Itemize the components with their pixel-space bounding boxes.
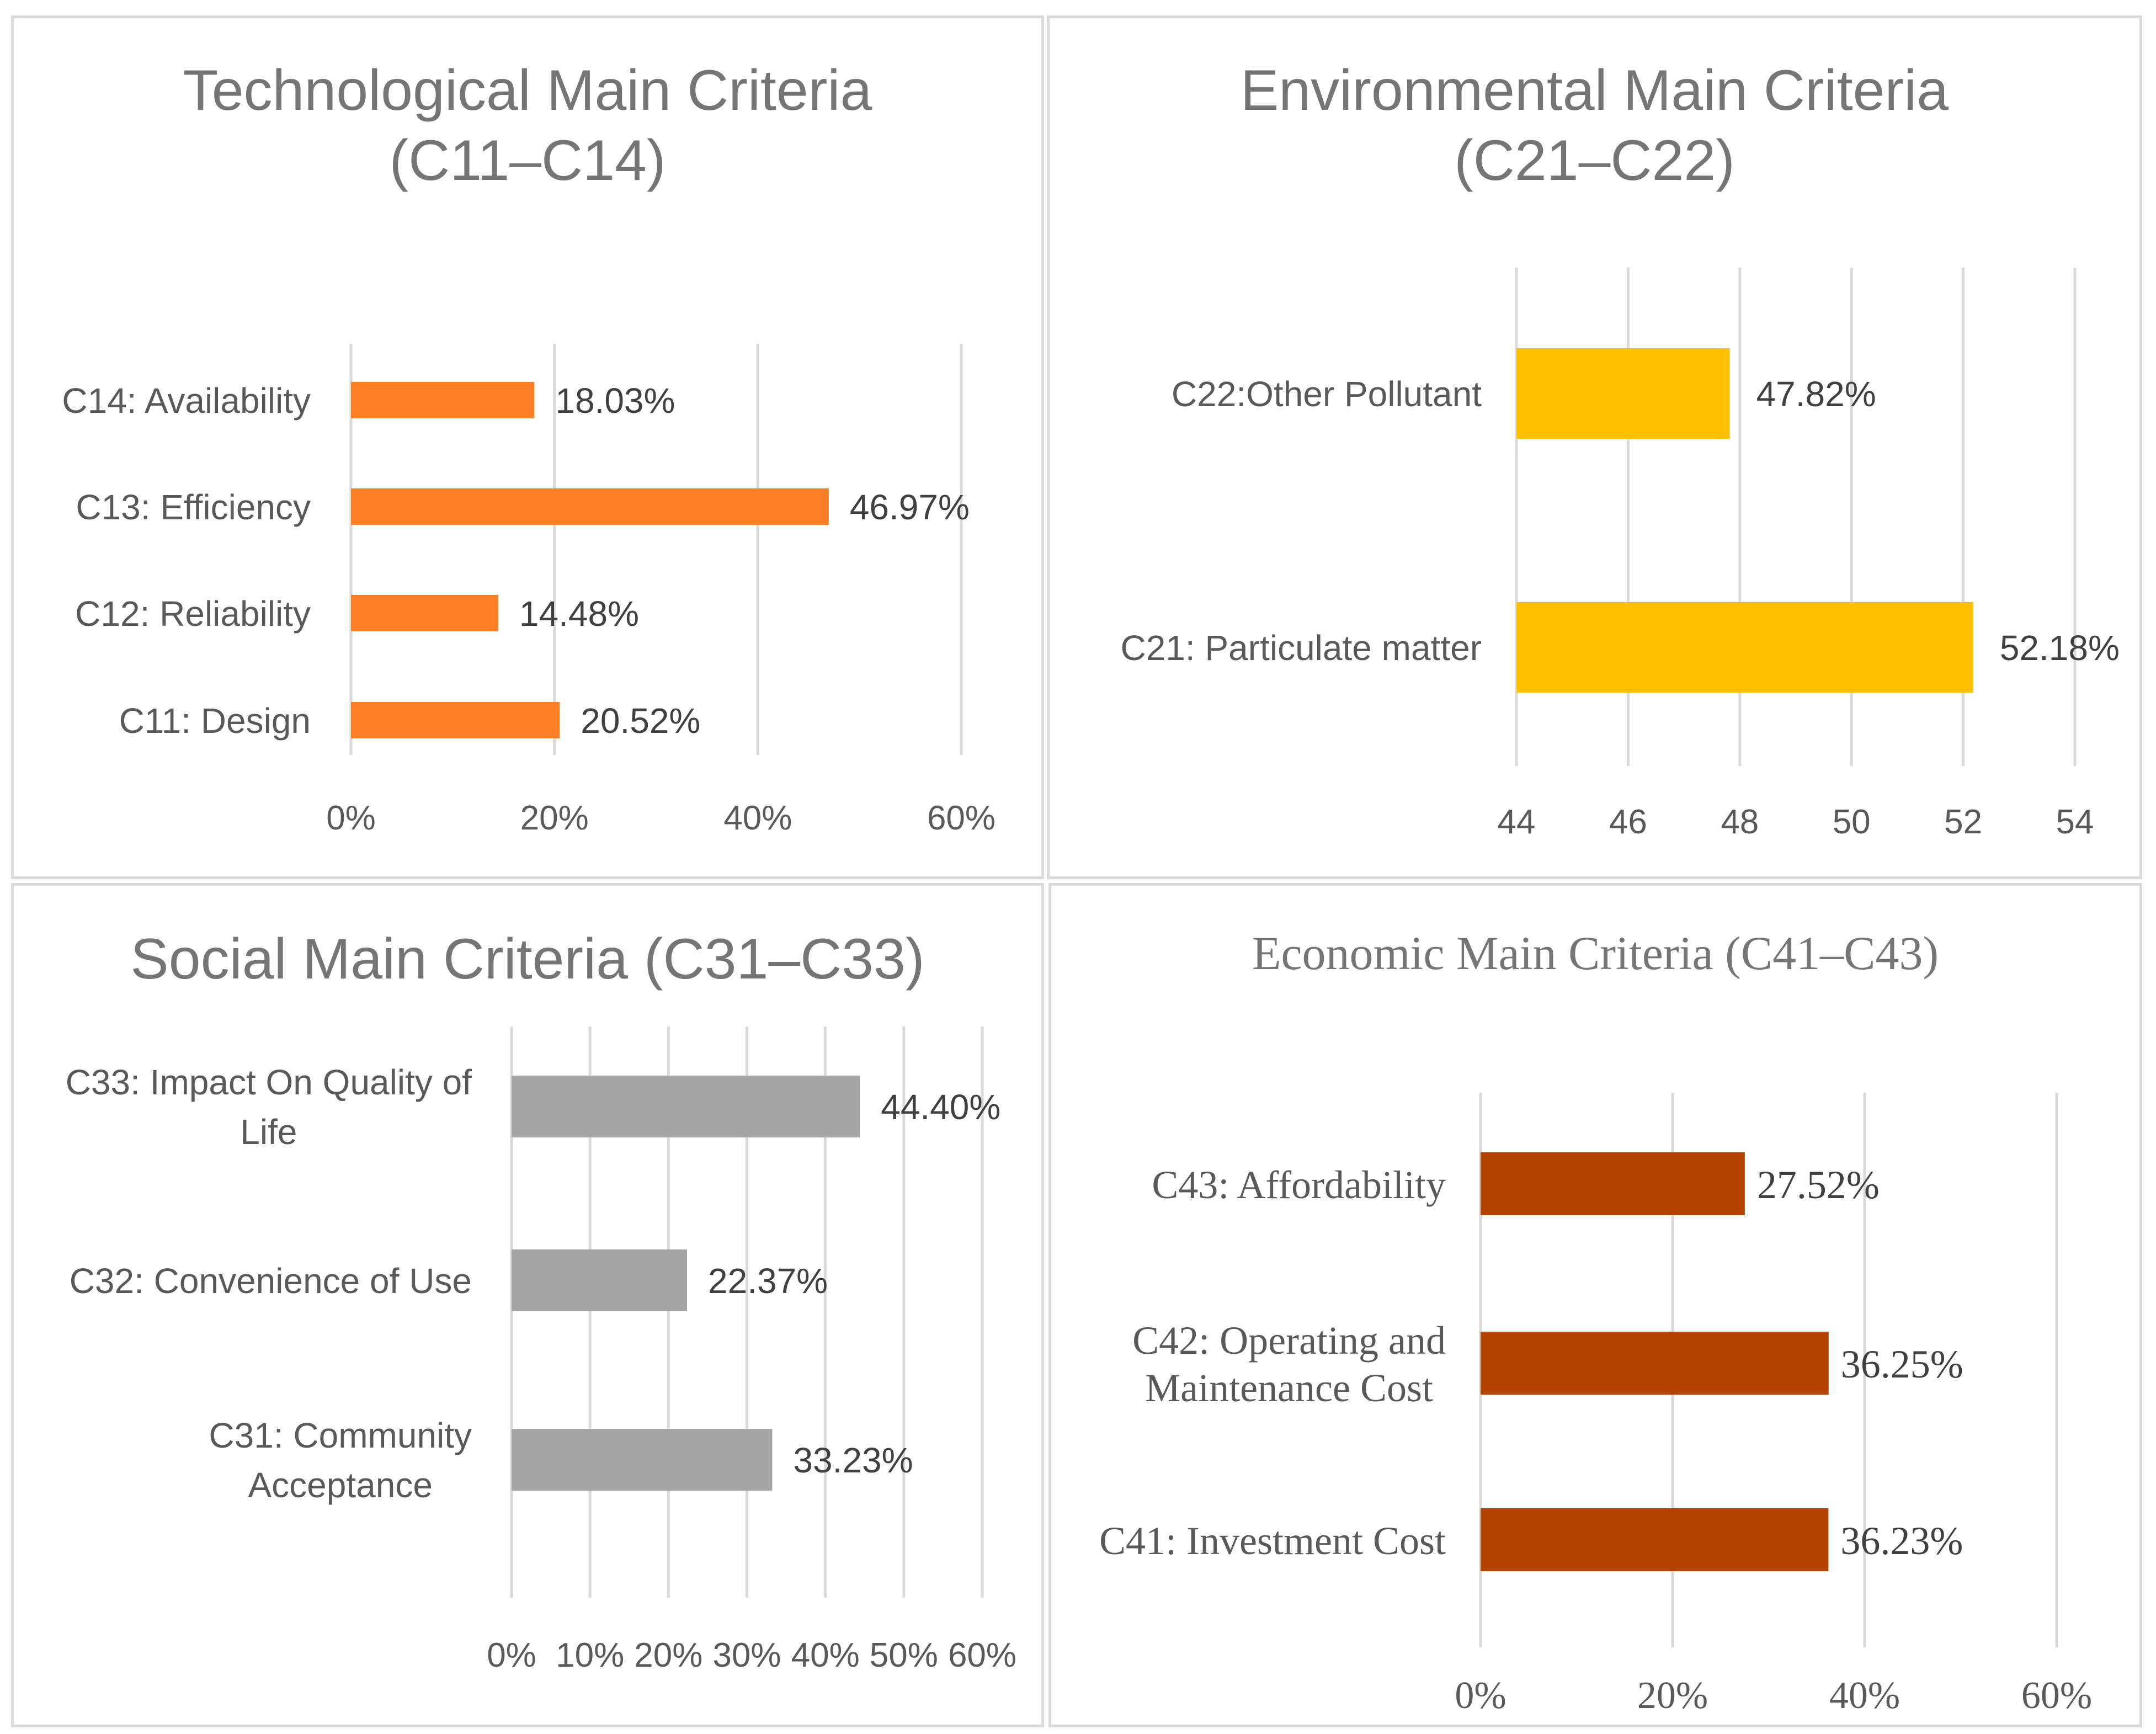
x-tick-label: 40% xyxy=(723,799,792,837)
x-tick-label: 44 xyxy=(1498,803,1536,841)
bar xyxy=(1516,602,1973,693)
data-label: 20.52% xyxy=(581,701,700,741)
chart-title-line: Economic Main Criteria (C41–C43) xyxy=(1252,927,1939,980)
x-tick-label: 48 xyxy=(1721,803,1759,841)
category-label: C41: Investment Cost xyxy=(1099,1519,1446,1563)
environmental-bar-chart: 44 46 48 50 52 54 47.82% C22:Other Pollutant 52.… xyxy=(1121,268,2120,841)
environmental-chart-title: Environmental Main Criteria (C21–C22) xyxy=(1050,56,2139,196)
x-tick-label: 54 xyxy=(2056,803,2094,841)
x-tick-label: 52 xyxy=(1944,803,1982,841)
bar xyxy=(1516,348,1730,439)
bar xyxy=(1481,1508,1829,1571)
category-label: C11: Design xyxy=(119,701,311,741)
x-tick-label: 60% xyxy=(927,799,996,837)
category-label: C14: Availability xyxy=(62,381,311,421)
x-tick-label: 60% xyxy=(2021,1674,2092,1717)
chart-title-line: (C21–C22) xyxy=(1454,128,1735,193)
x-tick-label: 0% xyxy=(326,799,376,837)
data-label: 52.18% xyxy=(2000,628,2120,668)
chart-title-line: Environmental Main Criteria xyxy=(1240,58,1949,123)
x-tick-label: 20% xyxy=(520,799,589,837)
x-tick-label: 30% xyxy=(712,1636,781,1674)
data-label: 36.25% xyxy=(1841,1342,1963,1386)
bar xyxy=(512,1076,860,1137)
data-label: 33.23% xyxy=(793,1440,913,1480)
category-label: C43: Affordability xyxy=(1152,1163,1446,1207)
category-label: C33: Impact On Quality of Life xyxy=(66,1062,472,1152)
data-label: 18.03% xyxy=(555,381,675,421)
data-label: 47.82% xyxy=(1756,374,1876,414)
x-tick-label: 40% xyxy=(1829,1674,1900,1717)
x-tick-label: 0% xyxy=(487,1636,536,1674)
chart-title-line: Social Main Criteria (C31–C33) xyxy=(130,927,925,991)
category-label: C32: Convenience of Use xyxy=(70,1261,472,1301)
economic-bar-chart: 0% 20% 40% 60% 27.52% C43: Affordability 36.25… xyxy=(1099,1093,2092,1717)
category-label: C21: Particulate matter xyxy=(1121,628,1482,668)
environmental-chart-panel: Environmental Main Criteria (C21–C22) 44… xyxy=(1047,15,2142,879)
x-tick-label: 60% xyxy=(948,1636,1016,1674)
social-chart-panel: Social Main Criteria (C31–C33) 0% 10% 20% 3… xyxy=(11,883,1044,1727)
category-label: C42: Operating and Maintenance Cost xyxy=(1132,1318,1446,1410)
bar xyxy=(1481,1332,1829,1395)
category-label: C22:Other Pollutant xyxy=(1172,374,1482,414)
chart-title-line: Technological Main Criteria xyxy=(183,58,872,123)
data-label: 27.52% xyxy=(1757,1163,1880,1207)
x-tick-label: 20% xyxy=(1637,1674,1708,1717)
bar xyxy=(512,1249,688,1311)
data-label: 36.23% xyxy=(1840,1519,1963,1563)
technological-chart-title: Technological Main Criteria (C11–C14) xyxy=(14,56,1041,196)
economic-chart-panel: Economic Main Criteria (C41–C43) 0% 20% 40… xyxy=(1048,883,2142,1727)
x-tick-label: 10% xyxy=(556,1636,624,1674)
economic-chart-title: Economic Main Criteria (C41–C43) xyxy=(1051,924,2139,982)
x-tick-label: 50% xyxy=(870,1636,938,1674)
bar xyxy=(1481,1152,1745,1215)
bar xyxy=(351,702,560,738)
category-label: C13: Efficiency xyxy=(76,487,311,527)
category-label: C31: Community Acceptance xyxy=(209,1416,472,1505)
data-label: 46.97% xyxy=(850,487,970,527)
technological-bar-chart: 0% 20% 40% 60% 18.03% C14: Availability 46.97%… xyxy=(62,344,996,837)
technological-chart-panel: Technological Main Criteria (C11–C14) 0%… xyxy=(11,15,1044,879)
category-label: C12: Reliability xyxy=(75,594,311,634)
social-chart-title: Social Main Criteria (C31–C33) xyxy=(14,924,1041,994)
x-tick-label: 20% xyxy=(634,1636,702,1674)
bar xyxy=(351,488,829,525)
chart-title-line: (C11–C14) xyxy=(389,128,666,193)
social-bar-chart: 0% 10% 20% 30% 40% 50% 60% 44.40% C33: Impact On… xyxy=(66,1026,1016,1674)
x-tick-label: 50 xyxy=(1833,803,1871,841)
data-label: 22.37% xyxy=(708,1261,828,1301)
bar xyxy=(351,595,498,631)
x-tick-label: 46 xyxy=(1609,803,1647,841)
bar xyxy=(351,382,535,418)
data-label: 14.48% xyxy=(519,594,639,634)
data-label: 44.40% xyxy=(881,1087,1000,1127)
x-tick-label: 0% xyxy=(1455,1674,1506,1717)
bar xyxy=(512,1429,773,1491)
x-tick-label: 40% xyxy=(791,1636,860,1674)
